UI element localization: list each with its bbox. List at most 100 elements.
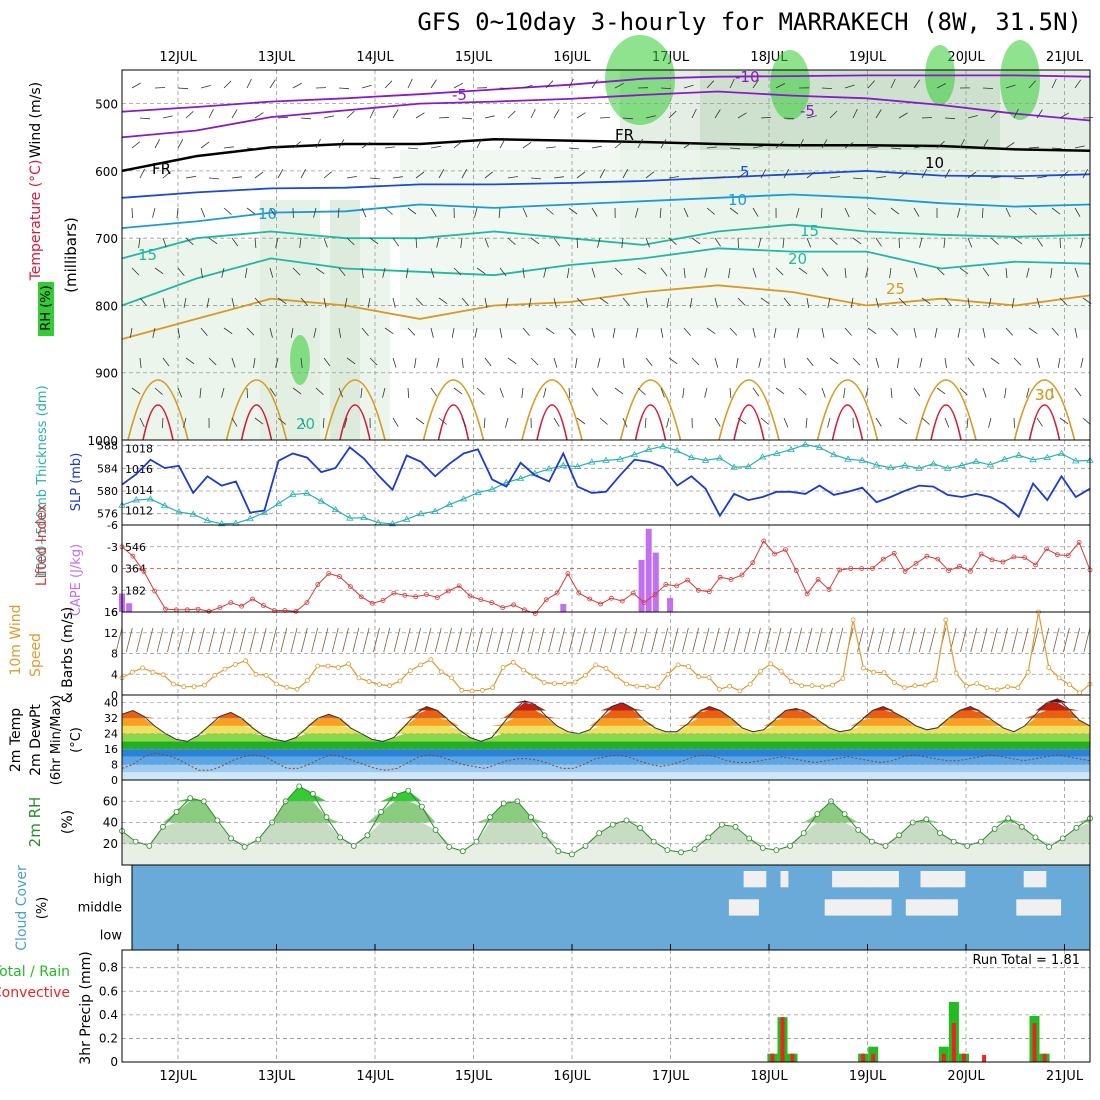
isotherm-surface-arc (536, 404, 568, 441)
surface-wind-barb (383, 627, 391, 653)
wind-barb (543, 267, 547, 278)
isotherm-label: 20 (296, 415, 315, 433)
wind-barb (691, 108, 697, 119)
wind-barb (177, 387, 183, 398)
wind-barb (865, 267, 869, 278)
surface-wind-barb (867, 627, 875, 653)
wind-speed-marker (953, 670, 959, 676)
wind-barb (392, 176, 403, 179)
wind-barb (223, 146, 234, 149)
thickness-marker (260, 508, 269, 515)
wind-barb (890, 147, 902, 150)
cloud-cell (876, 871, 885, 888)
surface-wind-barb (970, 627, 978, 653)
wind-barb (597, 237, 601, 248)
isotherm-surface-arc (240, 404, 273, 441)
thickness-marker (958, 461, 966, 468)
wind-barb (530, 237, 540, 245)
surface-wind-barb (218, 627, 226, 653)
cloud-cell (927, 871, 936, 888)
wind-barb (200, 207, 206, 218)
wind-barb (246, 387, 248, 399)
wind-barb (689, 297, 693, 308)
precip-convective-bar (871, 1053, 876, 1062)
lifted-index-marker (728, 577, 734, 582)
wind-barb (898, 417, 908, 425)
cloud-cell (1038, 871, 1047, 888)
wind-barb (299, 237, 302, 248)
lifted-index-marker (630, 590, 636, 596)
wind-barb (436, 237, 440, 248)
surface-wind-barb (579, 627, 586, 653)
lifted-index-marker (347, 584, 353, 589)
wind-speed-marker (933, 677, 938, 683)
rh2m-marker (378, 809, 384, 815)
wind-barb (507, 357, 517, 365)
wind-barb (292, 82, 302, 89)
rh2m-marker (923, 816, 930, 823)
lifted-index-marker (402, 592, 408, 598)
rh2m-marker (732, 823, 739, 830)
wind-barb (706, 207, 715, 215)
lifted-index-marker (924, 553, 930, 559)
isotherm-surface-arc (930, 404, 962, 441)
wind-barb (231, 176, 242, 179)
surface-wind-barb (1032, 627, 1039, 653)
surface-wind-barb (774, 627, 782, 653)
wind-barb (369, 177, 381, 180)
wind-barb (505, 297, 509, 308)
wind-barb (138, 237, 141, 248)
wind-barb (1026, 387, 1030, 398)
isotherm-surface-arc (816, 379, 879, 441)
rh2m-marker (296, 783, 303, 790)
wind-barb (660, 327, 664, 338)
date-label-top: 13JUL (258, 50, 296, 65)
wind-barb (576, 112, 586, 119)
wind-barb (162, 115, 173, 119)
isotherm-label: 10 (925, 154, 944, 172)
rh2m-marker (323, 814, 330, 821)
wind-barb (553, 297, 557, 308)
isotherm-line (121, 138, 1091, 173)
thickness-marker (132, 496, 140, 503)
wind-barb (806, 237, 812, 248)
wind-barb (775, 267, 784, 276)
slp-tick-label: 1018 (125, 442, 153, 455)
temperature-band (122, 710, 1090, 719)
wind-speed-marker (274, 681, 279, 687)
wind-barb (162, 297, 166, 308)
wind-barb (773, 327, 777, 338)
rh2m-marker (350, 843, 357, 849)
cloud-cell (883, 871, 892, 888)
wind-barb (844, 327, 852, 336)
thickness-marker (901, 461, 909, 468)
wind-barb (313, 327, 317, 338)
wind-barb (521, 387, 524, 398)
wind-barb (206, 297, 210, 308)
rh2m-marker (214, 817, 221, 824)
thickness-marker (787, 445, 795, 453)
date-label-bottom: 12JUL (159, 1069, 197, 1084)
wind-speed-marker (943, 617, 949, 623)
wind-speed-marker (881, 670, 887, 676)
cloud-cell (751, 899, 759, 916)
wind-barb (139, 297, 147, 306)
wind-barb (1051, 147, 1063, 150)
wind-barb (139, 117, 151, 120)
wind-barb (1080, 357, 1084, 368)
thickness-marker (701, 456, 710, 463)
wind-barb (729, 387, 732, 399)
lifted-index-marker (228, 600, 234, 605)
surface-wind-barb (208, 627, 216, 653)
surface-wind-barb (1042, 627, 1050, 653)
thickness-marker (303, 489, 311, 496)
isotherm-label: 30 (1035, 386, 1054, 404)
cloud-cell (927, 899, 936, 916)
rh2m-marker (705, 834, 712, 841)
wind-barb (666, 417, 670, 428)
isotherm-surface-arc (339, 404, 371, 441)
isotherm-surface-arc (225, 379, 288, 441)
cloud-cell (868, 899, 877, 916)
wind-barb (1074, 387, 1082, 397)
lifted-index-marker (576, 590, 582, 596)
